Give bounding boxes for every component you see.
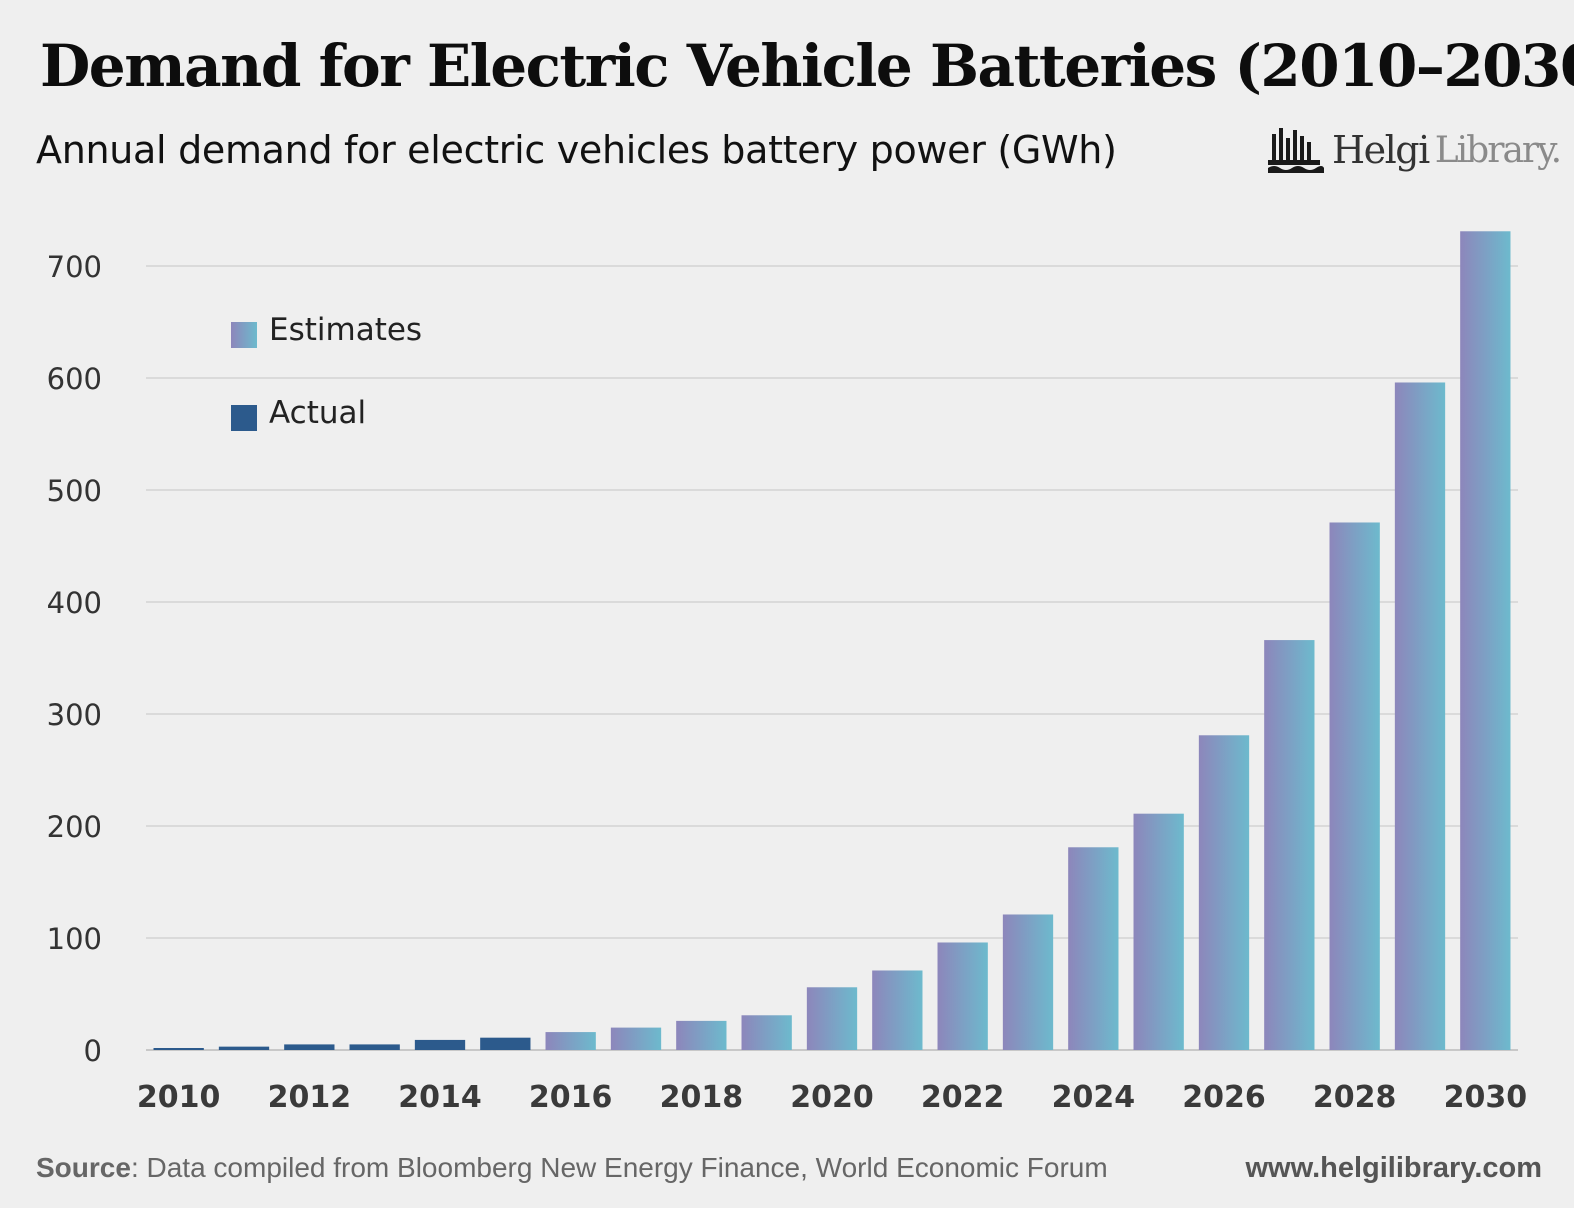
x-tick-label: 2026 [1182,1080,1266,1115]
x-axis: 2010 2012 2014 2016 2018 2020 2022 2024 2026 2028… [137,1080,1527,1115]
x-tick-label: 2014 [398,1080,482,1115]
bar-estimates-2017 [610,1027,662,1050]
y-tick-label: 100 [47,922,102,956]
bar-estimates-2022 [937,942,988,1050]
legend-swatch-estimates [231,322,257,348]
x-tick-label: 2012 [268,1080,352,1115]
source-label: Source [36,1152,131,1183]
brand-name-helgi: Helgi [1332,128,1430,172]
source-note: Source: Data compiled from Bloomberg New… [36,1152,1108,1184]
library-icon [1268,128,1324,173]
x-tick-label: 2020 [790,1080,874,1115]
chart-subtitle: Annual demand for electric vehicles batt… [36,128,1117,172]
y-tick-label: 600 [47,362,102,396]
x-tick-label: 2030 [1444,1080,1528,1115]
bar-actual-2015 [480,1037,531,1050]
x-tick-label: 2018 [660,1080,744,1115]
source-url[interactable]: www.helgilibrary.com [1245,1152,1542,1184]
bar-estimates-2018 [676,1020,727,1050]
x-tick-label: 2024 [1052,1080,1136,1115]
bar-estimates-2025 [1133,813,1184,1050]
y-tick-label: 300 [47,698,102,732]
x-tick-label: 2016 [529,1080,613,1115]
y-tick-label: 500 [47,474,102,508]
bar-estimates-2026 [1198,735,1250,1050]
y-axis: 0 100 200 300 400 500 600 700 [47,250,102,1068]
chart-title: Demand for Electric Vehicle Batteries (2… [40,32,1574,100]
bar-actual-2013 [349,1044,400,1050]
y-tick-label: 400 [47,586,102,620]
bar-estimates-2024 [1068,847,1119,1050]
bar-estimates-2019 [741,1015,792,1050]
y-tick-label: 0 [84,1034,102,1068]
x-tick-label: 2010 [137,1080,221,1115]
legend-label-estimates: Estimates [269,312,422,348]
bar-estimates-2027 [1264,640,1315,1050]
bar-estimates-2030 [1460,231,1511,1050]
y-tick-label: 700 [47,250,102,284]
brand-name-library: Library. [1434,129,1562,171]
x-tick-label: 2022 [921,1080,1005,1115]
bar-estimates-2016 [545,1032,596,1050]
legend-swatch-actual [231,405,257,431]
bar-estimates-2028 [1329,522,1380,1050]
x-tick-label: 2028 [1313,1080,1397,1115]
bar-estimates-2029 [1394,382,1446,1051]
bar-estimates-2023 [1002,914,1054,1050]
bar-estimates-2020 [806,987,858,1050]
bar-actual-2014 [414,1039,466,1050]
bar-actual-2011 [218,1046,270,1050]
legend-label-actual: Actual [269,395,366,431]
y-tick-label: 200 [47,810,102,844]
brand-logo: Helgi Library. [1266,124,1562,176]
source-text: : Data compiled from Bloomberg New Energ… [130,1152,1108,1183]
bar-estimates-2021 [872,970,923,1050]
bars [153,231,1511,1051]
bar-actual-2012 [284,1044,335,1050]
legend: Estimates Actual [231,312,422,431]
bar-actual-2010 [153,1048,204,1050]
